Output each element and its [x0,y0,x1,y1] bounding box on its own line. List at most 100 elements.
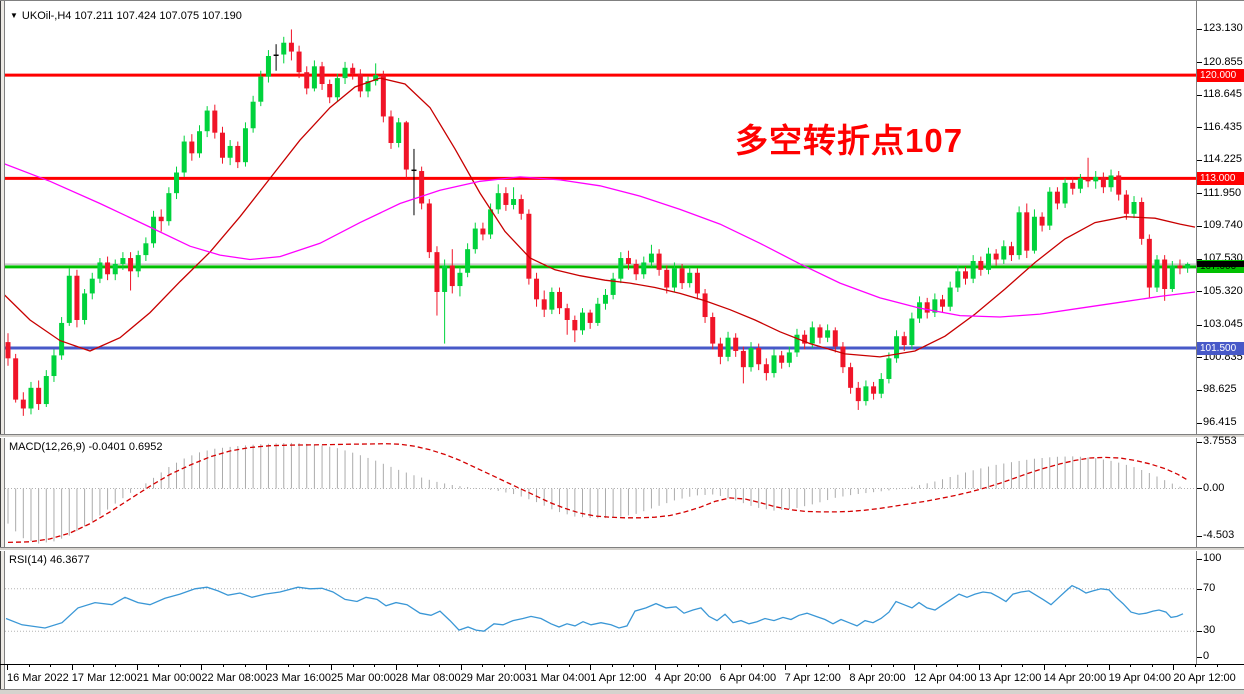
candle-body [740,350,746,368]
candle-body [978,260,984,270]
rsi-scale-label: 0 [1203,650,1210,662]
macd-signal-line [7,443,1189,544]
macd-indicator-label: MACD(12,26,9) -0.0401 0.6952 [9,441,163,453]
candle-body [985,253,991,270]
rsi-scale-label: 30 [1203,624,1216,636]
candle-body [128,258,134,272]
time-tick [525,665,527,670]
symbol-period-label: UKOil-,H4 [21,10,72,22]
candle-body [840,346,846,368]
time-minor-tick [1000,665,1002,667]
time-minor-tick [93,665,95,667]
time-axis-border [0,664,1244,665]
candle-body [1039,216,1045,226]
price-tick-label: 120.855 [1203,55,1243,68]
candle-body [725,337,731,357]
chart-annotation-text[interactable]: 多空转折点107 [735,122,964,159]
time-tick [71,665,73,670]
candle-body [511,199,517,205]
candle-body [1024,212,1030,251]
candle-body [1139,201,1145,239]
time-tick [590,665,592,670]
price-tick [1197,258,1202,260]
time-label: 4 Apr 20:00 [655,672,712,684]
ohlc-values: 107.211 107.424 107.075 107.190 [74,10,242,22]
time-label: 25 Mar 00:00 [331,672,396,684]
time-label: 19 Apr 04:00 [1108,672,1171,684]
candle-body [710,317,716,344]
candle-body [1031,216,1037,251]
time-tick [719,665,721,670]
rsi-scale-tick [1197,630,1202,632]
candle-body [618,258,624,279]
pane-separator-macd[interactable] [0,434,1244,438]
candle-body [557,291,563,309]
time-tick [395,665,397,670]
candles-layer[interactable] [5,29,1191,416]
time-minor-tick [417,665,419,667]
symbol-title: ▼ UKOil-,H4 107.211 107.424 107.075 107.1… [10,10,242,22]
price-tick-label: 123.130 [1203,22,1243,34]
price-tick-label: 114.225 [1203,153,1242,166]
rsi-scale-tick [1197,656,1202,658]
time-minor-tick [547,665,548,667]
chevron-down-icon[interactable]: ▼ [10,11,18,20]
time-label: 12 Apr 04:00 [914,672,977,684]
candle-body [694,272,700,294]
candle-body [1100,176,1106,188]
candle-body [288,42,294,52]
candle-body [970,260,976,279]
time-minor-tick [244,665,246,667]
time-label: 14 Apr 20:00 [1043,672,1107,684]
candle-body [495,193,501,210]
price-tick [1197,225,1202,227]
time-label: 20 Apr 12:00 [1173,672,1236,684]
time-minor-tick [806,665,808,667]
candle-body [120,258,126,264]
time-minor-tick [676,665,678,667]
candle-body [717,343,723,357]
candle-body [878,378,884,394]
candle-body [993,253,999,260]
candle-body [901,336,907,346]
time-label: 29 Mar 20:00 [460,672,526,684]
candle-body [442,265,448,292]
candle-body [932,299,938,313]
candle-body [909,318,915,346]
candle-body [1070,182,1076,189]
candle-body [1177,265,1183,269]
candle-body [564,308,570,320]
time-label: 22 Mar 08:00 [201,672,267,684]
price-tick [1197,28,1202,30]
candle-body [664,269,670,288]
candle-body [602,294,608,304]
time-minor-tick [115,665,116,667]
time-tick [979,665,980,670]
candle-body [917,302,923,319]
candle-body [779,355,785,363]
time-tick [201,665,203,670]
price-level-badge: 120.000 [1197,68,1244,82]
candle-body [28,387,34,409]
candle-body [350,67,356,74]
candle-body [143,243,149,256]
time-minor-tick [309,665,311,667]
candle-body [327,84,333,98]
time-tick [7,665,8,670]
pane-separator-rsi[interactable] [0,547,1244,551]
time-tick [784,665,786,670]
candle-body [886,358,892,379]
candle-body [342,67,348,79]
candle-body [1169,265,1175,290]
time-minor-tick [1195,665,1196,667]
candle-body [825,330,831,338]
candle-body [1085,178,1091,182]
candle-body [59,322,65,356]
candle-body [373,75,379,82]
candle-body [580,312,585,331]
window-bottom-border [0,689,1244,694]
time-minor-tick [698,665,700,667]
candle-body [1131,201,1137,214]
